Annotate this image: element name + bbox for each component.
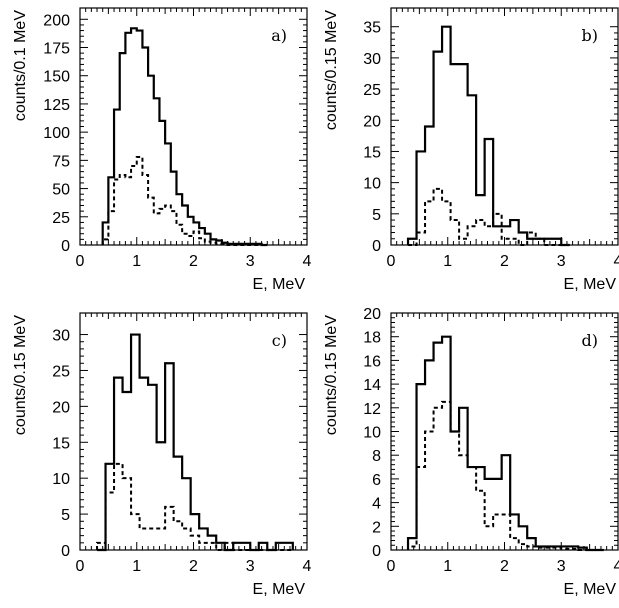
- panel-1: 0 1 2 3 4 0 25 50 75 100 125 150 175 200 E, MeV counts/…: [12, 7, 312, 293]
- y-tick-label: 0: [61, 543, 70, 560]
- histogram-solid-1: [101, 27, 268, 247]
- x-tick-label: 4: [614, 558, 619, 575]
- y-tick-label: 18: [363, 330, 381, 347]
- y-axis-title: counts/0.1 MeV: [12, 10, 29, 122]
- x-tick-label: 0: [76, 558, 85, 575]
- x-tick-label: 2: [189, 558, 198, 575]
- y-tick-label: 25: [363, 82, 381, 99]
- x-tick-label: 1: [132, 253, 141, 270]
- x-tick-label: 2: [500, 558, 509, 575]
- y-tick-label: 15: [363, 144, 381, 161]
- y-tick-label: 175: [43, 41, 70, 58]
- panel-label: c): [272, 331, 287, 350]
- x-tick-label: 2: [189, 253, 198, 270]
- panel-label: b): [582, 26, 598, 45]
- y-tick-label: 14: [363, 377, 381, 394]
- y-tick-label: 16: [363, 353, 381, 370]
- y-tick-label: 15: [52, 435, 70, 452]
- panel-3: 0 1 2 3 4 0 5 10 15 20 25 30 E, MeV counts/0.15 MeV c): [12, 312, 312, 598]
- x-axis-title: E, MeV: [253, 276, 306, 293]
- y-tick-label: 100: [43, 125, 70, 142]
- x-tick-label: 2: [500, 253, 509, 270]
- y-tick-label: 75: [52, 153, 70, 170]
- y-tick-label: 5: [61, 507, 70, 524]
- x-tick-label: 3: [246, 253, 255, 270]
- y-tick-label: 10: [52, 471, 70, 488]
- y-tick-label: 200: [43, 12, 70, 29]
- y-tick-label: 12: [363, 401, 381, 418]
- y-tick-label: 8: [372, 448, 381, 465]
- y-tick-label: 10: [363, 425, 381, 442]
- x-tick-label: 4: [303, 558, 312, 575]
- y-tick-label: 6: [372, 472, 381, 489]
- x-axis-title: E, MeV: [564, 581, 617, 598]
- histogram-dashed-4: [407, 400, 604, 551]
- y-tick-label: 4: [372, 496, 381, 513]
- y-tick-label: 20: [363, 113, 381, 130]
- y-tick-label: 25: [52, 210, 70, 227]
- y-axis-title: counts/0.15 MeV: [323, 315, 340, 435]
- y-tick-label: 125: [43, 97, 70, 114]
- x-tick-label: 1: [443, 558, 452, 575]
- x-tick-label: 3: [557, 253, 566, 270]
- y-tick-label: 30: [52, 328, 70, 345]
- histogram-solid-4: [406, 335, 604, 552]
- x-tick-label: 0: [387, 253, 396, 270]
- y-axis-title: counts/0.15 MeV: [323, 10, 340, 130]
- histogram-solid-2: [406, 25, 570, 247]
- y-tick-label: 50: [52, 182, 70, 199]
- histogram-dashed-2: [408, 187, 570, 246]
- y-tick-label: 20: [363, 306, 381, 323]
- y-tick-label: 30: [363, 51, 381, 68]
- y-tick-label: 5: [372, 207, 381, 224]
- x-tick-label: 4: [303, 253, 312, 270]
- histogram-dashed-1: [101, 155, 268, 246]
- x-tick-label: 4: [614, 253, 619, 270]
- x-tick-label: 0: [76, 253, 85, 270]
- y-tick-label: 25: [52, 363, 70, 380]
- y-tick-label: 10: [363, 176, 381, 193]
- histogram-solid-3: [97, 333, 294, 552]
- y-axis-title: counts/0.15 MeV: [12, 315, 29, 435]
- y-tick-label: 0: [372, 238, 381, 255]
- panel-label: d): [582, 331, 598, 350]
- x-axis-title: E, MeV: [253, 581, 306, 598]
- x-tick-label: 3: [557, 558, 566, 575]
- y-tick-label: 0: [372, 543, 381, 560]
- y-tick-label: 2: [372, 519, 381, 536]
- y-tick-label: 20: [52, 399, 70, 416]
- y-tick-label: 35: [363, 20, 381, 37]
- x-tick-label: 1: [443, 253, 452, 270]
- x-axis-title: E, MeV: [564, 276, 617, 293]
- y-tick-label: 0: [61, 238, 70, 255]
- histogram-dashed-3: [96, 462, 293, 551]
- y-tick-label: 150: [43, 69, 70, 86]
- panel-label: a): [271, 26, 287, 45]
- x-tick-label: 1: [132, 558, 141, 575]
- x-tick-label: 3: [246, 558, 255, 575]
- x-tick-label: 0: [387, 558, 396, 575]
- panel-2: 0 1 2 3 4 0 5 10 15 20 25 30 35 E, MeV counts/0.15 MeV…: [323, 7, 619, 293]
